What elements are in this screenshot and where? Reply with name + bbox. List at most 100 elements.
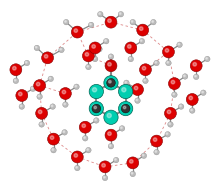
Circle shape [108,19,111,22]
Circle shape [119,84,133,99]
Circle shape [204,56,210,62]
Circle shape [50,104,56,109]
Circle shape [74,84,79,90]
Circle shape [82,50,94,62]
Circle shape [86,147,91,153]
Circle shape [132,84,143,95]
Circle shape [109,55,111,57]
Circle shape [108,143,114,149]
Circle shape [19,104,25,109]
Circle shape [206,57,208,59]
Circle shape [129,160,133,163]
Circle shape [71,26,83,38]
Circle shape [109,80,111,83]
Circle shape [130,171,136,177]
Circle shape [107,78,115,87]
Circle shape [155,151,157,152]
Circle shape [48,133,60,145]
Circle shape [162,46,174,58]
Circle shape [108,63,111,66]
Circle shape [169,78,180,90]
Circle shape [63,131,65,132]
Circle shape [128,56,134,62]
Circle shape [82,136,88,141]
Circle shape [86,64,91,70]
Circle shape [165,49,169,52]
Circle shape [151,135,162,147]
Circle shape [97,12,103,17]
Circle shape [38,110,42,114]
Circle shape [165,132,170,137]
Circle shape [37,94,43,99]
Circle shape [65,21,66,22]
Circle shape [20,105,22,107]
Circle shape [52,149,54,150]
Circle shape [169,123,170,125]
Circle shape [10,64,22,76]
Circle shape [115,159,116,160]
Circle shape [104,176,105,178]
Circle shape [102,175,108,181]
Circle shape [119,101,133,116]
Circle shape [121,127,122,129]
Circle shape [92,105,97,109]
Circle shape [16,90,28,101]
Circle shape [79,121,91,133]
Circle shape [92,88,97,92]
Circle shape [151,19,156,25]
Circle shape [193,74,199,80]
Circle shape [109,145,111,146]
Circle shape [87,65,89,67]
Circle shape [142,67,146,70]
Circle shape [127,157,139,169]
Circle shape [167,110,171,114]
Circle shape [121,104,130,113]
Circle shape [13,67,16,70]
Circle shape [34,45,40,51]
Circle shape [178,43,180,45]
Circle shape [19,92,22,96]
Circle shape [51,105,53,107]
Circle shape [74,154,78,157]
Circle shape [38,95,40,97]
Circle shape [104,76,118,90]
Circle shape [62,90,66,94]
Circle shape [92,45,95,48]
Circle shape [97,46,102,52]
Circle shape [172,92,177,98]
Circle shape [85,53,89,56]
Circle shape [107,113,111,118]
Circle shape [144,79,146,81]
Circle shape [60,88,71,99]
Circle shape [190,60,202,72]
Circle shape [135,98,140,103]
Circle shape [140,64,152,76]
Circle shape [155,61,157,63]
Circle shape [50,136,54,139]
Circle shape [87,149,89,150]
Circle shape [195,75,196,77]
Circle shape [74,29,78,32]
Circle shape [89,84,104,99]
Circle shape [137,24,149,36]
Circle shape [129,57,131,59]
Circle shape [51,147,56,153]
Circle shape [184,75,185,77]
Circle shape [105,60,117,72]
Circle shape [166,60,171,66]
Circle shape [82,124,85,128]
Circle shape [201,90,206,95]
Circle shape [152,21,153,22]
Circle shape [62,130,67,135]
Circle shape [119,13,121,14]
Circle shape [125,81,127,83]
Circle shape [94,57,95,59]
Circle shape [105,40,106,41]
Circle shape [130,19,136,25]
Circle shape [48,76,53,82]
Circle shape [131,172,133,174]
Circle shape [139,38,145,44]
Circle shape [84,137,85,138]
Circle shape [99,161,111,173]
Circle shape [166,133,168,134]
